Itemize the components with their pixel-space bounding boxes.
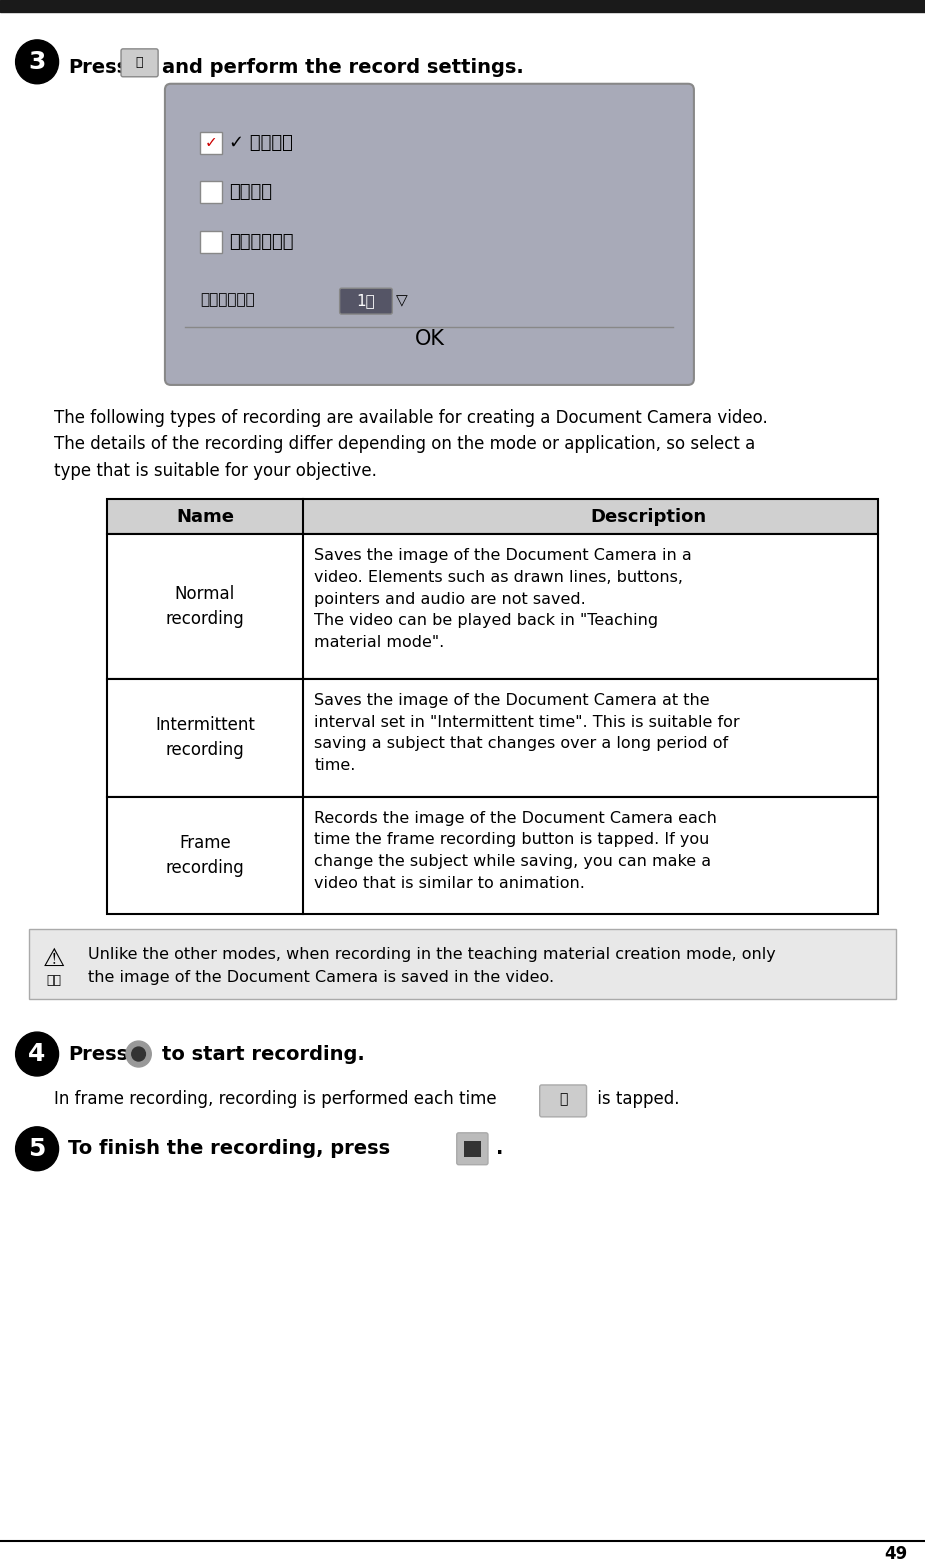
- Circle shape: [15, 1126, 59, 1171]
- Bar: [107, 499, 879, 535]
- Bar: [464, 1140, 482, 1157]
- Text: ⚠: ⚠: [43, 948, 64, 971]
- Text: ✓ 通常録画: ✓ 通常録画: [229, 133, 293, 152]
- Circle shape: [126, 1042, 152, 1067]
- Bar: [29, 929, 896, 999]
- Text: ▽: ▽: [396, 294, 408, 308]
- Text: to start recording.: to start recording.: [162, 1045, 365, 1064]
- Text: 5: 5: [28, 1137, 46, 1160]
- Text: Saves the image of the Document Camera at the
interval set in "Intermittent time: Saves the image of the Document Camera a…: [314, 693, 739, 773]
- Text: Saves the image of the Document Camera in a
video. Elements such as drawn lines,: Saves the image of the Document Camera i…: [314, 549, 692, 651]
- Text: 4: 4: [28, 1042, 46, 1067]
- Bar: [107, 535, 879, 679]
- Bar: [0, 0, 925, 13]
- Circle shape: [15, 41, 59, 84]
- Text: The following types of recording are available for creating a Document Camera vi: The following types of recording are ava…: [54, 408, 768, 480]
- Text: 49: 49: [884, 1545, 907, 1562]
- Text: Description: Description: [591, 508, 706, 526]
- Text: Name: Name: [176, 508, 234, 526]
- Text: 間欠録画時間: 間欠録画時間: [200, 291, 255, 307]
- Text: Unlike the other modes, when recording in the teaching material creation mode, o: Unlike the other modes, when recording i…: [88, 948, 775, 985]
- Text: 3: 3: [28, 50, 46, 74]
- Text: 🎥: 🎥: [136, 56, 143, 69]
- Text: コマ撑り録画: コマ撑り録画: [229, 233, 294, 252]
- FancyBboxPatch shape: [165, 84, 694, 385]
- Text: 1分: 1分: [356, 294, 375, 308]
- Text: Normal
recording: Normal recording: [166, 585, 245, 629]
- Text: 注意: 注意: [46, 974, 62, 987]
- Text: Press: Press: [68, 58, 128, 77]
- Text: Press: Press: [68, 1045, 128, 1064]
- Text: and perform the record settings.: and perform the record settings.: [162, 58, 523, 77]
- Bar: [107, 796, 879, 915]
- Text: In frame recording, recording is performed each time: In frame recording, recording is perform…: [54, 1090, 497, 1107]
- FancyBboxPatch shape: [339, 288, 392, 314]
- FancyBboxPatch shape: [121, 48, 158, 77]
- Text: .: .: [496, 1139, 503, 1159]
- FancyBboxPatch shape: [457, 1132, 488, 1165]
- Text: To finish the recording, press: To finish the recording, press: [68, 1139, 391, 1159]
- Bar: [200, 131, 222, 153]
- Circle shape: [15, 1032, 59, 1076]
- Text: 📷: 📷: [559, 1092, 567, 1106]
- Text: ✓: ✓: [205, 135, 217, 150]
- Bar: [107, 679, 879, 796]
- Text: 間欠録画: 間欠録画: [229, 183, 272, 202]
- Text: Frame
recording: Frame recording: [166, 834, 245, 877]
- Text: is tapped.: is tapped.: [592, 1090, 680, 1107]
- Bar: [200, 231, 222, 253]
- Text: Intermittent
recording: Intermittent recording: [155, 716, 255, 760]
- Bar: [200, 181, 222, 203]
- FancyBboxPatch shape: [539, 1085, 587, 1117]
- Circle shape: [132, 1046, 145, 1060]
- Text: OK: OK: [414, 328, 445, 349]
- Text: Records the image of the Document Camera each
time the frame recording button is: Records the image of the Document Camera…: [314, 810, 717, 890]
